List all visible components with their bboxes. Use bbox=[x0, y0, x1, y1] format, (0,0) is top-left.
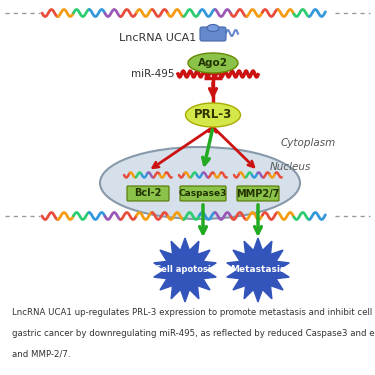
Text: Cell apotosis: Cell apotosis bbox=[154, 266, 215, 274]
Text: miR-495: miR-495 bbox=[132, 69, 175, 79]
FancyBboxPatch shape bbox=[127, 186, 169, 201]
Ellipse shape bbox=[100, 147, 300, 219]
Text: Bcl-2: Bcl-2 bbox=[134, 189, 162, 198]
Text: MMP2/7: MMP2/7 bbox=[236, 189, 280, 198]
Text: Ago2: Ago2 bbox=[198, 58, 228, 68]
Ellipse shape bbox=[186, 103, 240, 127]
Text: PRL-3: PRL-3 bbox=[194, 108, 232, 122]
Text: Cytoplasm: Cytoplasm bbox=[280, 138, 336, 148]
Text: Nucleus: Nucleus bbox=[269, 162, 310, 172]
Text: Caspase3: Caspase3 bbox=[179, 189, 227, 198]
Ellipse shape bbox=[207, 24, 219, 32]
Polygon shape bbox=[227, 238, 289, 302]
Polygon shape bbox=[154, 238, 216, 302]
FancyBboxPatch shape bbox=[237, 186, 279, 201]
Text: Metastasis: Metastasis bbox=[230, 266, 286, 274]
FancyBboxPatch shape bbox=[200, 27, 226, 41]
Text: LncRNA UCA1 up-regulates PRL-3 expression to promote metastasis and inhibit cell: LncRNA UCA1 up-regulates PRL-3 expressio… bbox=[12, 308, 375, 358]
Ellipse shape bbox=[188, 53, 238, 73]
Text: LncRNA UCA1: LncRNA UCA1 bbox=[119, 33, 196, 43]
FancyBboxPatch shape bbox=[180, 186, 226, 201]
